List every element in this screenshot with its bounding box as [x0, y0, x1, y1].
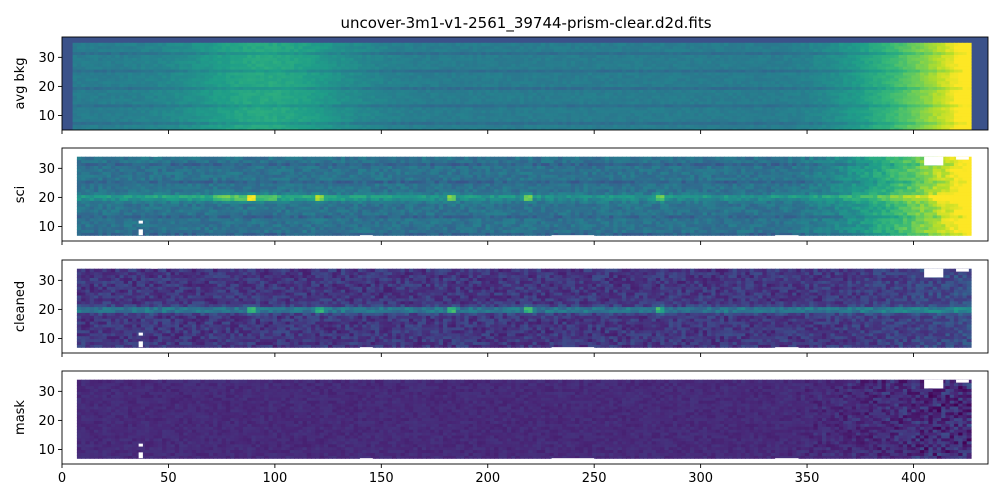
x-tick-label: 0 — [58, 471, 66, 486]
y-tick-label: 20 — [38, 414, 55, 429]
x-tick-label: 250 — [582, 471, 607, 486]
y-tick-label: 30 — [38, 51, 55, 66]
axes-frame — [61, 36, 989, 131]
heatmap-cleaned — [76, 262, 972, 353]
heatmap-mask — [76, 373, 972, 464]
axes-frame — [61, 259, 989, 354]
y-tick-label: 10 — [38, 220, 55, 235]
y-tick-label: 30 — [38, 162, 55, 177]
y-axis-label-cleaned: cleaned — [13, 281, 28, 332]
panels-group: 10 20 30 avg bkg 10 20 30 sci 10 20 30 cleaned 10 20 3… — [13, 36, 989, 486]
y-tick-label: 30 — [38, 274, 55, 289]
y-tick-label: 10 — [38, 443, 55, 458]
y-tick-label: 20 — [38, 303, 55, 318]
x-tick-label: 400 — [901, 471, 926, 486]
y-tick-label: 30 — [38, 385, 55, 400]
y-axis-label-mask: mask — [13, 400, 28, 435]
heatmap-sci — [76, 150, 972, 241]
heatmap-avg — [62, 37, 988, 130]
y-axis-label-sci: sci — [13, 186, 28, 204]
x-tick-label: 350 — [795, 471, 820, 486]
chart-title: uncover-3m1-v1-2561_39744-prism-clear.d2… — [340, 14, 711, 33]
x-tick-label: 300 — [688, 471, 713, 486]
panel-sci: 10 20 30 sci — [13, 147, 989, 245]
y-tick-label: 20 — [38, 191, 55, 206]
x-tick-label: 200 — [475, 471, 500, 486]
x-tick-label: 150 — [369, 471, 394, 486]
y-tick-label: 10 — [38, 332, 55, 347]
panel-cleaned: 10 20 30 cleaned — [13, 259, 989, 357]
x-tick-label: 100 — [262, 471, 287, 486]
axes-frame — [61, 370, 989, 465]
y-tick-label: 10 — [38, 109, 55, 124]
x-tick-label: 50 — [160, 471, 177, 486]
y-axis-label-avg: avg bkg — [13, 57, 28, 109]
axes-frame — [61, 147, 989, 242]
y-tick-label: 20 — [38, 80, 55, 95]
panel-avg: 10 20 30 avg bkg — [13, 36, 989, 134]
